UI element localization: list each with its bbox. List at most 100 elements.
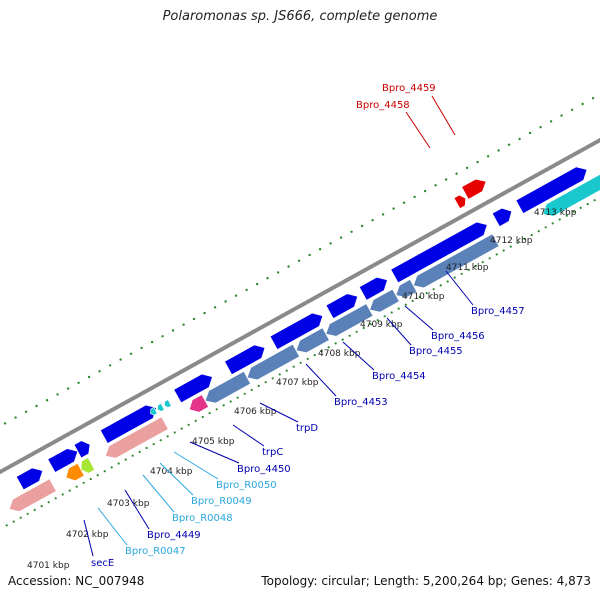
outer-scale-dot [360,224,364,228]
inner-scale-dot [166,435,169,438]
gene-label[interactable]: Bpro_R0047 [125,546,186,557]
gene-label[interactable]: Bpro_4449 [147,530,201,541]
cds-arrow-forward-12[interactable] [515,166,588,214]
gene-label-leader [431,95,456,136]
cds-arrow-forward-7[interactable] [269,312,324,350]
cds-arrow-forward-8[interactable] [325,293,359,319]
inner-scale-dot [54,497,57,500]
outer-scale-dot [392,207,395,210]
rna-marker-3[interactable] [150,406,158,416]
gene-label[interactable]: Bpro_R0050 [216,480,277,491]
outer-scale-dot [560,114,563,117]
outer-scale-dot [192,317,196,321]
gene-label-leader [142,474,175,513]
gene-label-leader [404,305,434,331]
cds-arrow-forward-1[interactable] [15,467,44,491]
outer-scale-dot [434,184,437,187]
cds-arrow-reverse-4[interactable] [105,416,169,459]
cds-arrow-forward-3[interactable] [73,440,91,459]
kbp-label: 4711 kbp [446,263,489,273]
cds-arrow-reverse-5[interactable] [189,394,209,413]
cds-arrow-forward-9[interactable] [358,276,388,301]
gene-label[interactable]: Bpro_4454 [372,371,426,382]
outer-scale-dot [581,102,584,106]
outer-scale-dot [45,399,49,402]
cds-arrow-reverse-13[interactable] [542,140,600,217]
inner-scale-dot [593,199,596,202]
inner-scale-dot [411,299,414,302]
cds-arrow-forward-5[interactable] [173,373,213,404]
kbp-label: 4708 kbp [318,349,361,359]
rna-marker-2[interactable] [157,403,165,412]
inner-scale-dot [264,381,267,384]
inner-scale-dot [467,268,470,271]
cds-arrow-reverse-3[interactable] [80,457,96,474]
inner-scale-dot [341,338,344,341]
inner-scale-dot [327,346,330,349]
rna-marker-1[interactable] [164,399,172,408]
outer-scale-dot [56,393,59,396]
inner-scale-dot [474,264,477,268]
outer-scale-dot [591,97,595,100]
gene-label[interactable]: Bpro_R0049 [191,496,252,507]
inner-scale-dot [138,450,141,453]
genome-backbone [0,137,600,475]
outer-scale-dot [518,137,521,141]
outer-scale-dot [3,422,7,425]
outer-scale-dot [528,131,532,135]
accession-label: Accession: NC_007948 [8,574,145,588]
gene-label[interactable]: Bpro_4455 [409,346,463,357]
gene-label-leader [259,402,299,423]
outer-scale-dot [234,294,238,297]
inner-scale-dot [5,524,8,527]
gene-label[interactable]: trpD [296,423,318,434]
inner-scale-dot [313,354,316,357]
gene-label[interactable]: Bpro_R0048 [172,513,233,524]
gene-label-leader [342,341,375,371]
outer-scale-dot [255,282,259,286]
outer-scale-dot [339,236,343,239]
inner-scale-dot [579,206,582,209]
gene-label[interactable]: secE [91,558,114,569]
gene-label-leader [97,507,128,546]
inner-scale-dot [530,233,533,237]
inner-scale-dot [383,315,386,318]
inner-scale-dot [369,323,372,326]
gene-label[interactable]: trpC [262,447,283,458]
cds-arrow-forward-11[interactable] [491,207,513,227]
gene-label-leader [305,363,337,397]
inner-scale-dot [432,288,435,291]
inner-scale-dot [278,373,281,376]
map-title: Polaromonas sp. JS666, complete genome [162,9,438,24]
inner-scale-dot [152,443,155,446]
gene-label[interactable]: Bpro_4458 [356,100,410,111]
gene-label[interactable]: Bpro_4456 [431,331,485,342]
inner-scale-dot [488,257,491,260]
gene-label[interactable]: Bpro_4450 [237,464,291,475]
gene-label[interactable]: Bpro_4453 [334,397,388,408]
gene-label[interactable]: Bpro_4459 [382,83,436,94]
inner-scale-dot [355,330,358,333]
inner-scale-dot [551,222,554,225]
inner-scale-dot [173,431,176,434]
kbp-label: 4709 kbp [360,320,403,330]
gene-label[interactable]: Bpro_4457 [471,306,525,317]
cds-arrow-reverse-12[interactable] [413,233,500,289]
outer-scale-dot [507,143,511,146]
gene-label-leader [405,111,431,149]
bpro-4459-arrow[interactable] [461,178,487,200]
outer-scale-dot [497,149,500,152]
inner-scale-dot [509,245,512,248]
cds-arrow-reverse-6[interactable] [204,370,251,404]
outer-scale-dot [87,375,91,379]
bpro-4458-arrow[interactable] [453,194,467,209]
inner-scale-dot [348,334,351,337]
cds-arrow-forward-6[interactable] [224,344,266,376]
kbp-label: 4713 kbp [534,208,577,218]
cds-arrow-forward-2[interactable] [47,448,79,473]
outer-scale-dot [98,370,101,373]
kbp-label: 4705 kbp [192,437,235,447]
cds-arrow-forward-10[interactable] [390,221,488,284]
cds-arrow-reverse-1[interactable] [8,478,57,512]
